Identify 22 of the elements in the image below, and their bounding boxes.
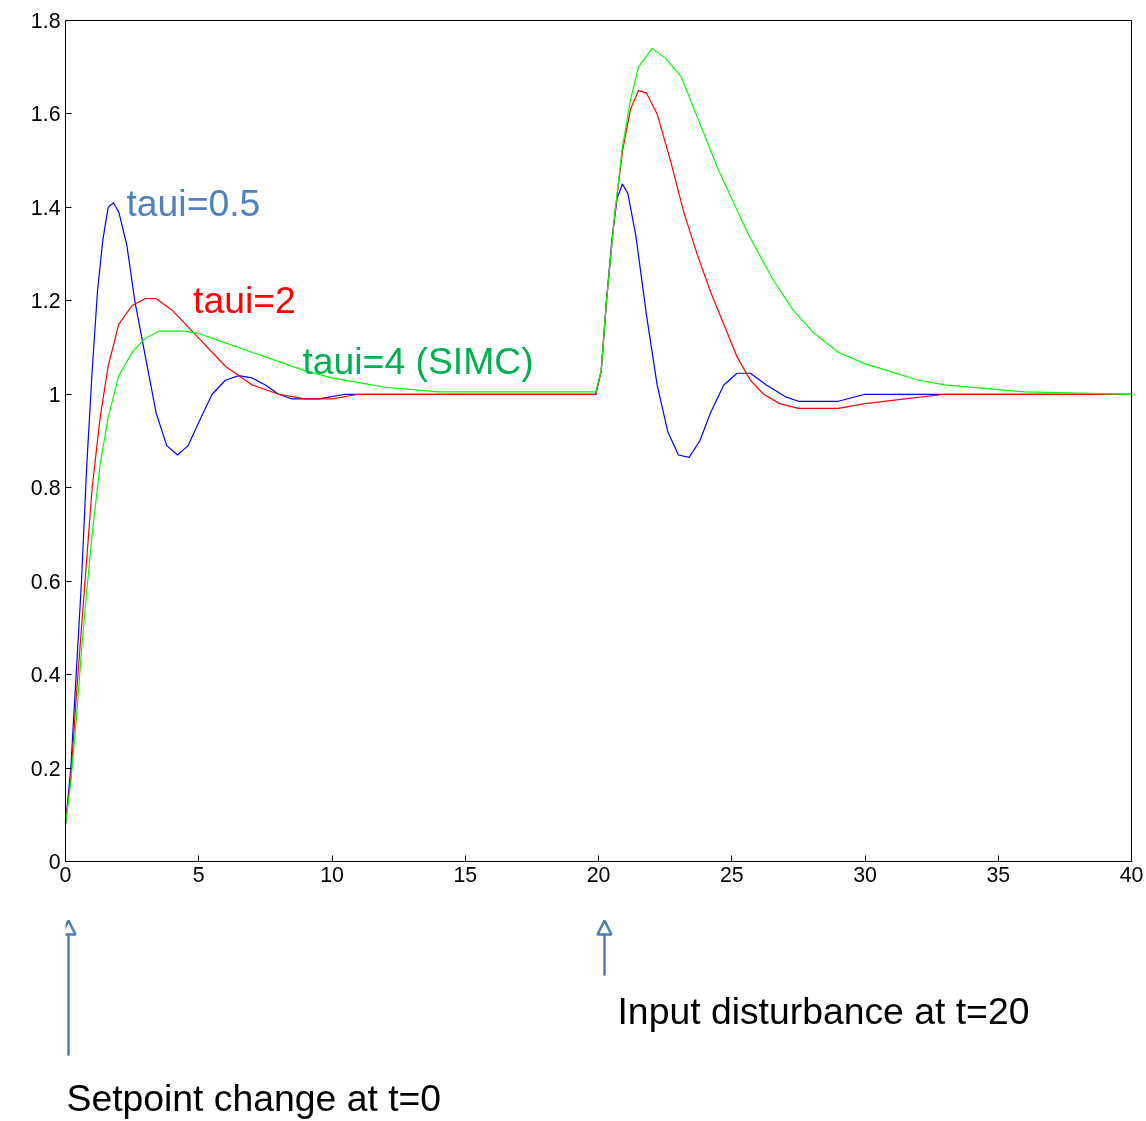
text: Input disturbance at t=20 [617, 989, 1030, 1032]
y-tick-label: 1.6 [30, 102, 61, 127]
text: Setpoint change at t=0 [66, 1076, 442, 1119]
x-tick-label: 20 [586, 862, 611, 887]
y-tick-label: 1.8 [30, 9, 61, 33]
series-label: taui=4 (SIMC) [302, 340, 534, 383]
series-label: taui=0.5 [126, 181, 261, 224]
y-tick-label: 1.2 [30, 289, 61, 314]
y-tick-label: 1.4 [30, 195, 61, 220]
y-tick-label: 0.6 [30, 569, 61, 594]
x-tick-label: 35 [986, 862, 1011, 887]
y-tick-label: 0.4 [30, 663, 61, 688]
series-label: taui=2 [193, 279, 296, 322]
x-tick-label: 5 [192, 862, 205, 887]
y-tick-label: 1 [48, 382, 61, 407]
y-tick-label: 0.2 [30, 756, 61, 781]
x-tick-label: 25 [719, 862, 744, 887]
x-tick-label: 40 [1119, 862, 1144, 887]
x-tick-label: 30 [853, 862, 877, 887]
y-tick-label: 0.8 [30, 476, 61, 501]
x-tick-label: 10 [320, 862, 344, 887]
x-tick-label: 15 [453, 862, 478, 887]
